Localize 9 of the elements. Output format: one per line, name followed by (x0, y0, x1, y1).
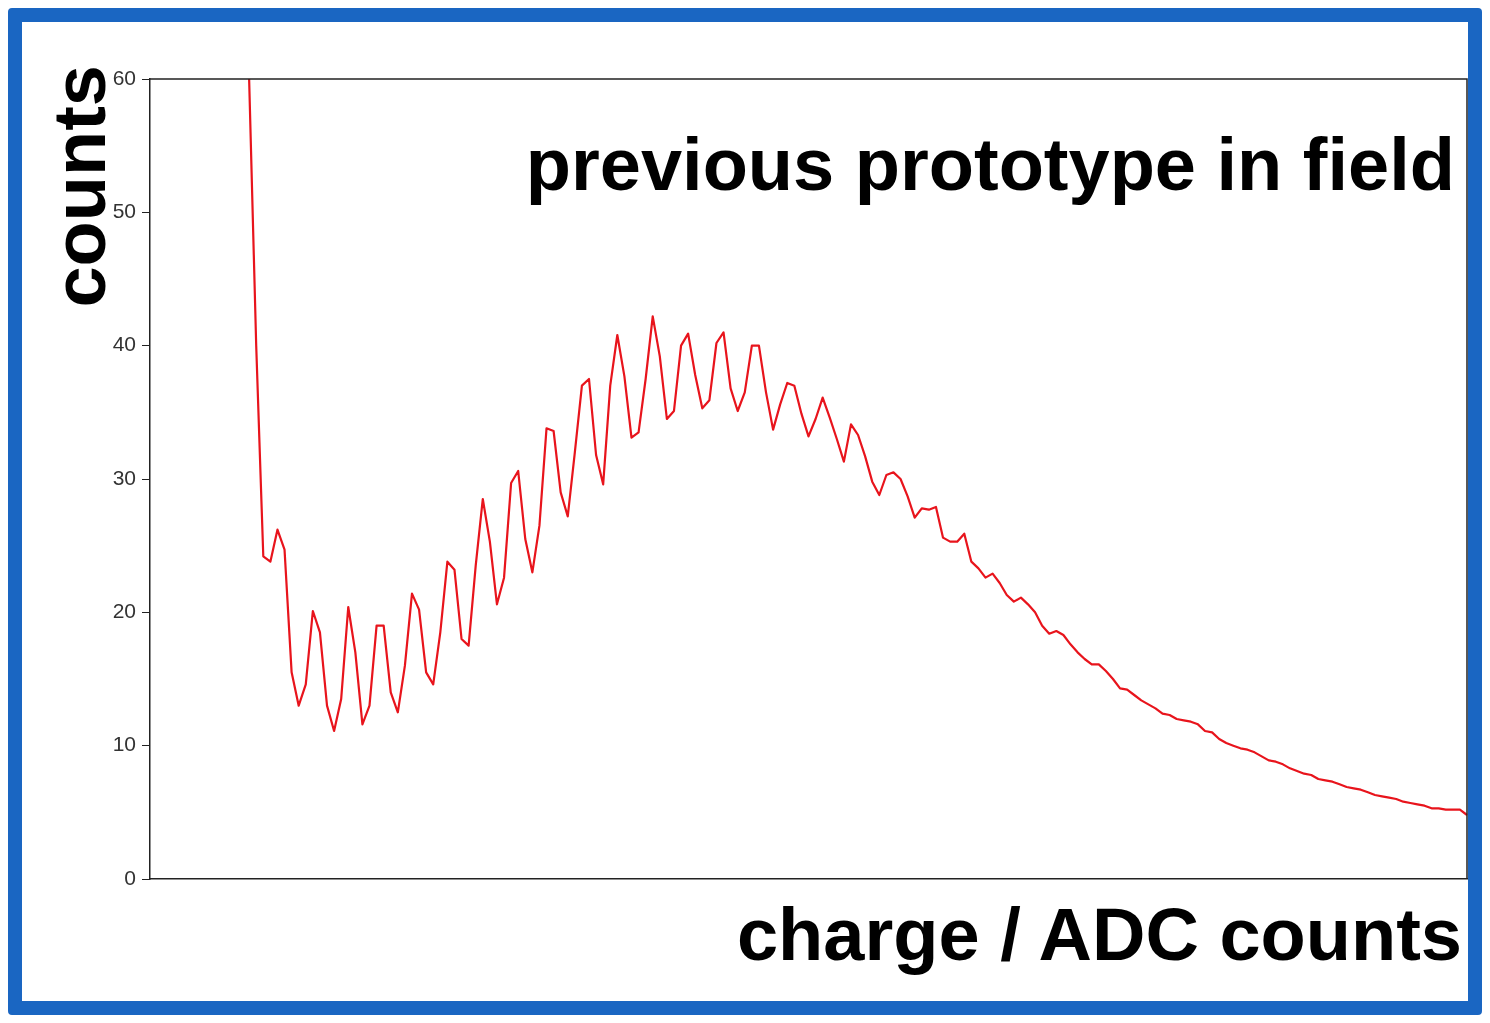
x-axis-title: charge / ADC counts (736, 893, 1462, 976)
y-tick-label: 40 (112, 332, 136, 356)
y-tick-label: 50 (112, 199, 136, 223)
text: previous prototype in field (525, 123, 1455, 206)
y-tick-label: 10 (112, 732, 136, 756)
y-tick-label: 60 (112, 65, 136, 89)
y-tick-label: 20 (112, 599, 136, 623)
y-tick-label: 0 (124, 865, 136, 889)
y-tick-label: 30 (112, 465, 136, 489)
